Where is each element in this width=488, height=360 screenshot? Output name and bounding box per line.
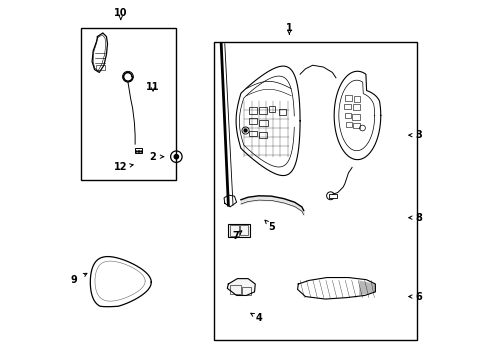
Bar: [328, 194, 336, 198]
Text: 9: 9: [71, 275, 78, 285]
Bar: [242, 287, 250, 295]
Text: 5: 5: [267, 222, 274, 231]
Bar: [81, 28, 176, 180]
Bar: [248, 107, 256, 114]
Bar: [344, 104, 351, 109]
Text: 7: 7: [232, 231, 239, 240]
Bar: [268, 107, 275, 112]
Bar: [352, 123, 359, 128]
Bar: [258, 107, 266, 114]
Polygon shape: [359, 280, 375, 296]
Text: 1: 1: [285, 23, 292, 33]
Bar: [240, 225, 247, 235]
Bar: [344, 95, 351, 101]
Bar: [230, 225, 239, 236]
Text: 8: 8: [414, 213, 421, 222]
Bar: [214, 42, 416, 339]
Bar: [345, 122, 351, 127]
Bar: [96, 65, 104, 69]
Circle shape: [244, 129, 246, 132]
Bar: [230, 285, 241, 294]
Text: 4: 4: [255, 313, 262, 323]
Text: 6: 6: [414, 292, 421, 302]
Bar: [352, 104, 359, 110]
Text: 10: 10: [114, 8, 127, 18]
Bar: [344, 113, 351, 118]
Circle shape: [174, 154, 178, 159]
Text: 2: 2: [149, 152, 156, 162]
Text: 11: 11: [146, 82, 160, 92]
Bar: [278, 109, 285, 115]
Bar: [351, 114, 359, 120]
Bar: [248, 118, 256, 125]
Text: 12: 12: [114, 162, 127, 172]
Bar: [258, 120, 267, 126]
Polygon shape: [227, 279, 255, 296]
Bar: [228, 224, 249, 237]
Bar: [353, 96, 359, 102]
Bar: [258, 132, 266, 138]
Bar: [248, 131, 256, 136]
Text: 3: 3: [414, 130, 421, 140]
Bar: [135, 148, 142, 153]
